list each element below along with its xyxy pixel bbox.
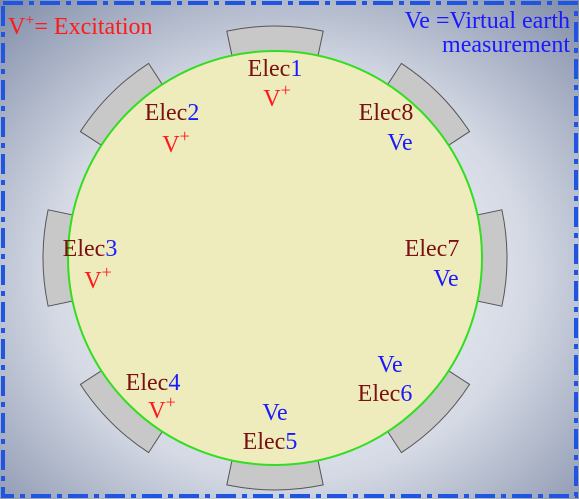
electrode-role: Ve (387, 130, 412, 156)
number: 3 (105, 236, 117, 262)
electrode (383, 62, 471, 150)
name: Elec (63, 236, 106, 262)
name: Elec (248, 56, 291, 82)
number: 4 (168, 370, 180, 396)
number: 5 (285, 429, 297, 455)
legend-excitation: V+= Excitation (8, 12, 153, 40)
legend-ve: measurement (442, 32, 570, 58)
electrode (79, 366, 167, 454)
electrode-name: Elec6 (358, 381, 413, 407)
electrode-role: Ve (262, 400, 287, 426)
number: 6 (400, 381, 412, 407)
role-sup: + (281, 80, 291, 100)
electrode-name: Elec1 (248, 56, 303, 82)
role-sup: + (180, 126, 190, 146)
number: 8 (401, 100, 413, 126)
role: Ve (387, 130, 412, 156)
electrode-name: Elec2 (145, 100, 200, 126)
legend-ve: Ve =Virtual earth (405, 8, 570, 34)
electrode-labels: Elec1V+Elec2V+Elec3V+Elec4V+Elec5VeElec6… (63, 56, 460, 455)
electrode-name: Elec5 (243, 429, 298, 455)
number: 1 (290, 56, 302, 82)
role: Ve (377, 352, 402, 378)
role-sup: + (166, 392, 176, 412)
name: Elec (359, 100, 402, 126)
role: V (84, 268, 102, 294)
electrode-role: V+ (84, 262, 112, 294)
electrode-role: V+ (263, 80, 291, 112)
vessel (67, 50, 483, 466)
electrode-name: Elec8 (359, 100, 414, 126)
name: Elec (243, 429, 286, 455)
text: = Excitation (34, 14, 152, 40)
name: Elec (405, 236, 448, 262)
role: V (162, 132, 180, 158)
number: 2 (187, 100, 199, 126)
electrode (79, 62, 167, 150)
electrode-name: Elec7 (405, 236, 460, 262)
role: Ve (262, 400, 287, 426)
electrode-role: V+ (162, 126, 190, 158)
electrode-role: V+ (148, 392, 176, 424)
name: Elec (126, 370, 169, 396)
role: V (148, 398, 166, 424)
electrode (383, 366, 471, 454)
name: Elec (358, 381, 401, 407)
role: Ve (433, 266, 458, 292)
name: Elec (145, 100, 188, 126)
sup: + (25, 12, 34, 29)
number: 7 (447, 236, 459, 262)
symbol: V (8, 14, 26, 40)
role: V (263, 86, 281, 112)
electrode-role: Ve (377, 352, 402, 378)
role-sup: + (102, 262, 112, 282)
electrode-name: Elec4 (126, 370, 181, 396)
electrode-role: Ve (433, 266, 458, 292)
electrode-name: Elec3 (63, 236, 118, 262)
